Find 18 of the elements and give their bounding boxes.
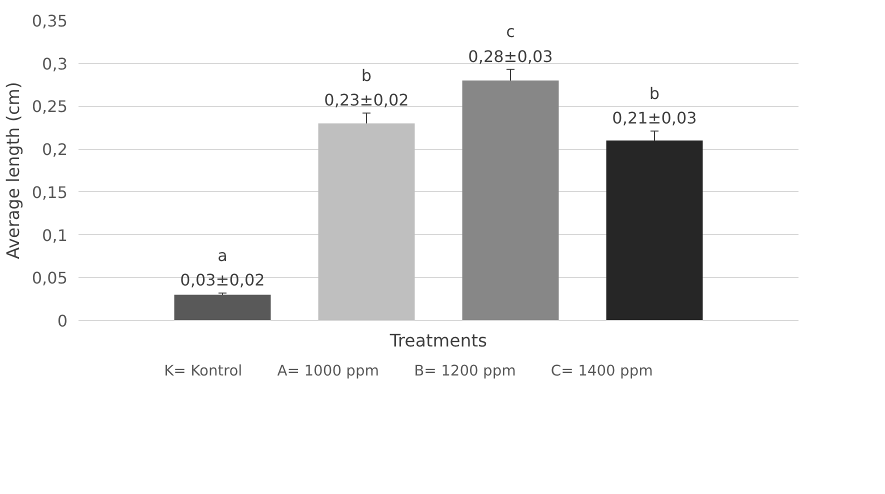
y-tick-label: 0,05 (32, 268, 68, 288)
y-tick-label: 0,25 (32, 97, 68, 116)
text: B= 1200 ppm (414, 362, 516, 380)
data-label: a 0,03±0,02 (180, 246, 265, 290)
y-tick-label: 0,15 (32, 182, 68, 202)
y-tick-label: 0,2 (42, 140, 68, 160)
text: A= 1000 ppm (277, 362, 380, 380)
text: C= 1400 ppm (550, 362, 653, 380)
y-axis-title: Average length (cm) (4, 82, 24, 260)
y-tick-label: 0,3 (42, 54, 68, 74)
data-label: b 0,21±0,03 (612, 84, 697, 128)
data-label: b 0,23±0,02 (324, 66, 409, 110)
data-label: c 0,28±0,03 (468, 22, 553, 66)
y-tick-label: 0,1 (42, 226, 68, 245)
text: K= Kontrol (164, 362, 242, 380)
y-tick-label: 0 (57, 312, 68, 330)
y-tick-label: 0,35 (32, 12, 68, 30)
x-axis-title: Treatments (388, 332, 488, 352)
